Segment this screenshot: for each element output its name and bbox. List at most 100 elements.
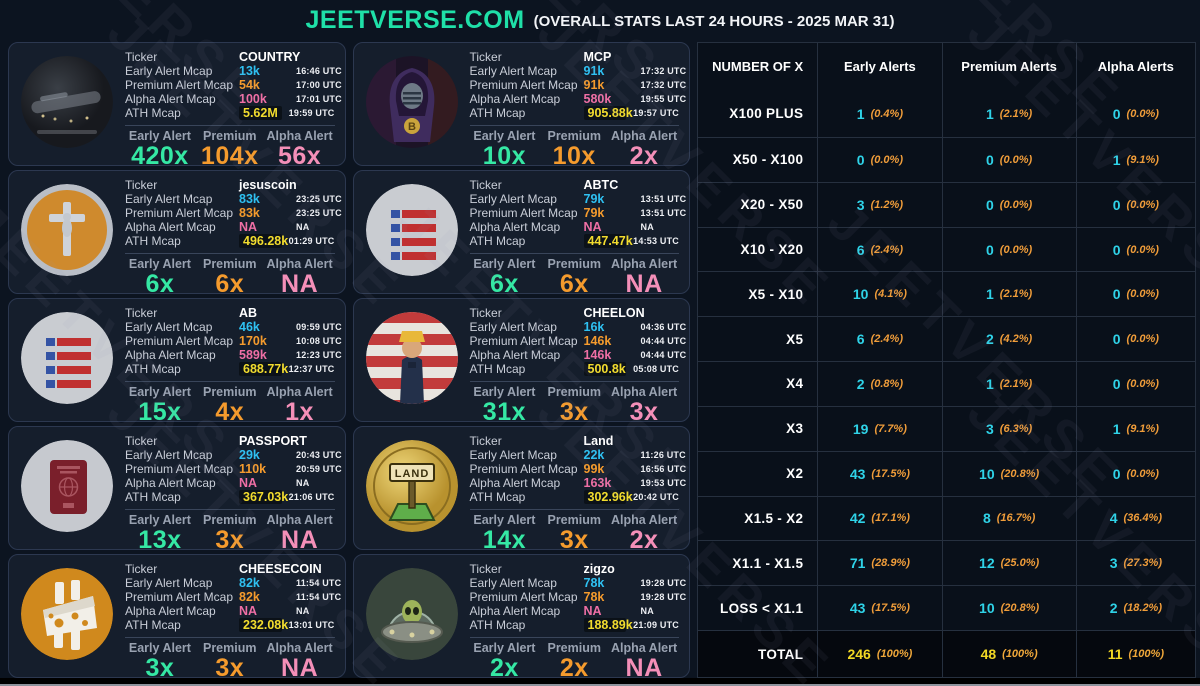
early-alert-mcap-label: Early Alert Mcap [125, 448, 213, 462]
premium-alerts-count: 12 [979, 555, 995, 572]
premium-multiplier: 3x [559, 398, 589, 422]
alpha-alert-time: NA [640, 222, 654, 232]
alpha-alerts-percent: (18.2%) [1123, 602, 1163, 615]
early-alert-stat-label: Early Alert [473, 129, 536, 143]
premium-multiplier: 3x [559, 526, 589, 550]
ath-mcap-value: 302.96k [583, 490, 633, 504]
alpha-alert-time: NA [296, 222, 310, 232]
total-alpha-percent: (100%) [1128, 648, 1164, 660]
token-card: Ticker jesuscoin Early Alert Mcap 83k 23… [8, 170, 346, 294]
alpha-alerts-percent: (0.0%) [1126, 467, 1159, 480]
premium-alerts-count: 8 [982, 510, 991, 527]
early-alerts-count: 6 [856, 331, 865, 348]
early-alerts-count: 43 [849, 600, 866, 617]
premium-alert-mcap-label: Premium Alert Mcap [469, 462, 578, 476]
ath-time: 12:37 UTC [288, 364, 335, 374]
early-alert-stat-label: Early Alert [128, 513, 191, 527]
cheelon-token-icon [365, 312, 458, 404]
premium-alert-mcap-value: 54k [239, 78, 260, 92]
ath-mcap-value: 905.88k [583, 106, 633, 120]
premium-alerts-percent: (4.2%) [999, 333, 1033, 346]
token-card: Ticker zigzo Early Alert Mcap 78k 19:28 … [352, 554, 690, 678]
row-label: X100 PLUS [729, 106, 804, 121]
multiplier-stats: Early Alert 10x Premium 10x Alpha Alert … [470, 129, 680, 166]
premium-alert-mcap-label: Premium Alert Mcap [125, 78, 234, 92]
token-card: Ticker AB Early Alert Mcap 46k 09:59 UTC… [8, 298, 346, 422]
svg-text:B: B [408, 121, 416, 133]
premium-alerts-count: 10 [979, 600, 995, 617]
multiplier-stats: Early Alert 14x Premium 3x Alpha Alert 2… [470, 513, 680, 550]
early-alert-time: 16:46 UTC [296, 66, 342, 76]
row-label: X1.1 - X1.5 [732, 555, 804, 571]
early-alert-mcap-label: Early Alert Mcap [125, 192, 213, 206]
alpha-alert-mcap-value: 580k [583, 92, 612, 106]
premium-alert-mcap-label: Premium Alert Mcap [125, 590, 234, 604]
alpha-alert-multiplier: 56x [277, 142, 322, 166]
ticker-label: Ticker [125, 306, 158, 320]
alpha-alert-mcap-label: Alpha Alert Mcap [469, 348, 561, 362]
card-divider [469, 125, 679, 126]
premium-alerts-count: 2 [986, 331, 994, 348]
premium-alerts-percent: (25.0%) [1000, 557, 1040, 570]
ath-mcap-label: ATH Mcap [125, 106, 181, 120]
premium-stat-label: Premium [202, 257, 257, 271]
premium-alert-mcap-value: 79k [583, 206, 605, 220]
token-card-body: Ticker AB Early Alert Mcap 46k 09:59 UTC… [125, 306, 342, 421]
alpha-alerts-count: 4 [1109, 510, 1118, 527]
token-card-body: Ticker zigzo Early Alert Mcap 78k 19:28 … [469, 562, 686, 677]
ath-mcap-value: 367.03k [239, 490, 288, 504]
ticker-value: PASSPORT [239, 434, 307, 448]
early-alert-mcap-value: 22k [583, 448, 605, 462]
table-row: X10 - X20 6 (2.4%) 0 (0.0%) 0 (0.0%) [698, 226, 1195, 272]
premium-alert-mcap-value: 110k [239, 462, 267, 476]
early-alert-time: 19:28 UTC [640, 578, 687, 588]
alpha-alerts-percent: (0.0%) [1126, 288, 1159, 301]
premium-stat-label: Premium [547, 129, 601, 143]
alpha-alert-mcap-value: 163k [583, 476, 612, 490]
alpha-alert-stat-label: Alpha Alert [266, 129, 333, 143]
ticker-value: AB [239, 306, 258, 320]
multiplier-stats: Early Alert 15x Premium 4x Alpha Alert 1… [125, 385, 335, 421]
multiplier-stats: Early Alert 420x Premium 104x Alpha Aler… [125, 129, 335, 166]
alpha-alert-multiplier: NA [625, 654, 663, 678]
ticker-label: Ticker [469, 562, 502, 576]
alpha-alert-time: 19:53 UTC [640, 478, 687, 488]
alpha-alert-mcap-value: NA [583, 220, 602, 234]
early-alert-stat-label: Early Alert [473, 257, 536, 271]
table-row: X20 - X50 3 (1.2%) 0 (0.0%) 0 (0.0%) [698, 181, 1195, 227]
premium-stat-label: Premium [547, 641, 601, 655]
premium-stat-label: Premium [547, 257, 601, 271]
early-alert-multiplier: 10x [482, 142, 527, 166]
card-divider [125, 253, 335, 254]
ticker-label: Ticker [125, 562, 158, 576]
alpha-alert-stat-label: Alpha Alert [266, 385, 333, 399]
zigzo-token-icon [365, 568, 458, 660]
early-alerts-count: 10 [852, 286, 869, 303]
premium-alerts-count: 0 [986, 196, 994, 213]
row-label: X10 - X20 [740, 242, 804, 258]
country-token-icon [21, 56, 113, 148]
early-alert-mcap-label: Early Alert Mcap [125, 64, 213, 78]
premium-alert-time: 16:56 UTC [640, 464, 687, 474]
multiplier-stats: Early Alert 6x Premium 6x Alpha Alert NA [470, 257, 680, 293]
row-label: X3 [786, 421, 804, 437]
ath-time: 20:42 UTC [633, 492, 679, 502]
row-label: X4 [786, 376, 804, 392]
early-alerts-percent: (7.7%) [874, 422, 907, 435]
table-row: X5 - X10 10 (4.1%) 1 (2.1%) 0 (0.0%) [698, 271, 1195, 317]
land-token-icon: LAND [365, 440, 458, 532]
ath-mcap-value: 496.28k [239, 234, 288, 248]
premium-alerts-percent: (2.1%) [999, 107, 1033, 120]
token-card-body: Ticker CHEELON Early Alert Mcap 16k 04:3… [469, 306, 686, 421]
token-card-body: Ticker MCP Early Alert Mcap 91k 17:32 UT… [469, 50, 686, 165]
premium-alert-time: 17:00 UTC [296, 80, 342, 90]
early-alert-multiplier: 2x [490, 654, 519, 678]
early-alert-time: 20:43 UTC [296, 450, 342, 460]
ath-mcap-label: ATH Mcap [469, 106, 526, 120]
premium-alert-time: 19:28 UTC [640, 592, 687, 602]
alpha-alert-time: NA [296, 478, 310, 488]
alpha-alert-time: NA [640, 606, 654, 616]
early-alert-multiplier: 420x [131, 142, 189, 166]
alpha-alert-mcap-value: NA [239, 476, 258, 490]
early-alert-mcap-value: 29k [239, 448, 260, 462]
